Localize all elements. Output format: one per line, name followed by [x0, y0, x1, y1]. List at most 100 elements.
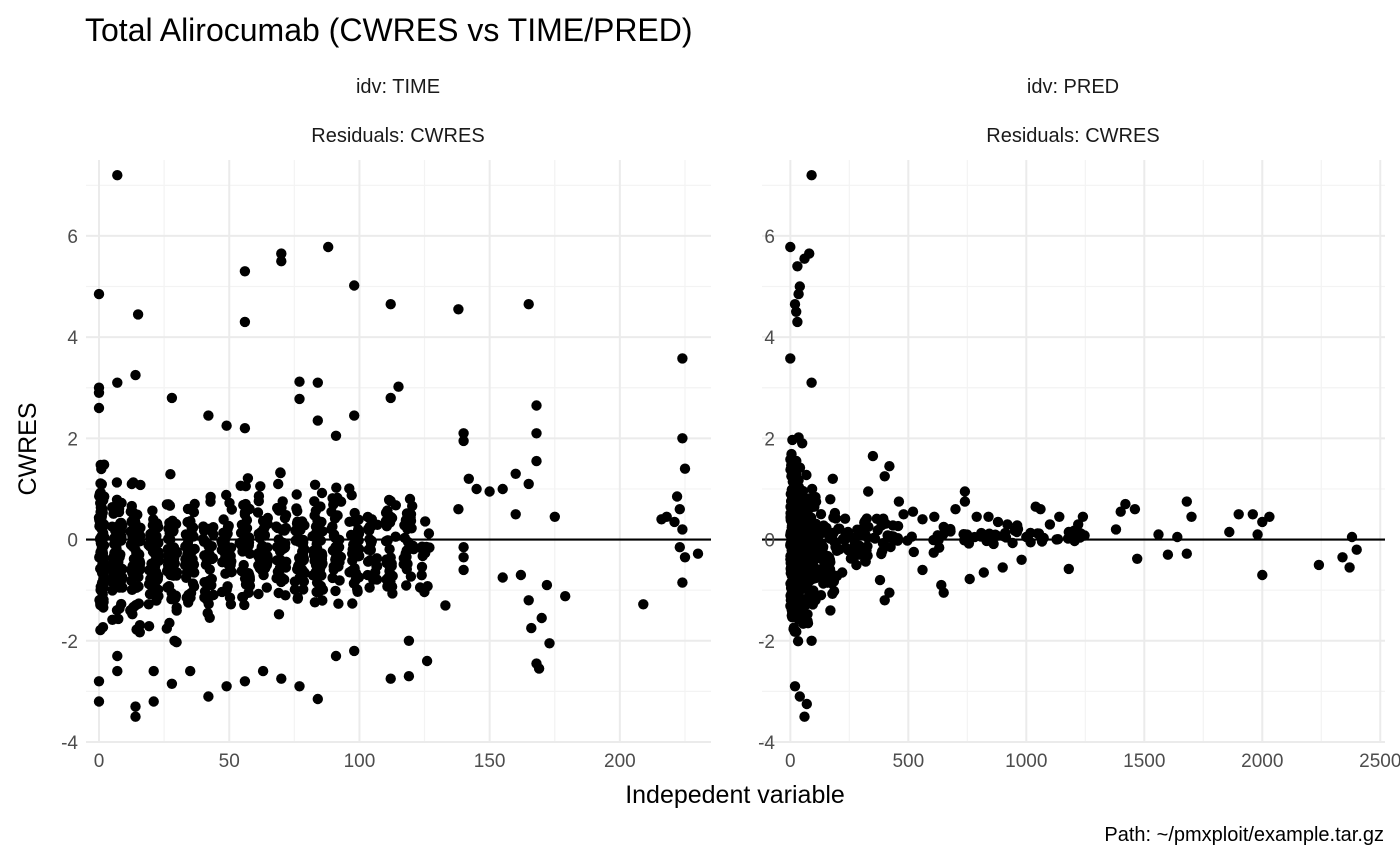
data-point — [1115, 506, 1126, 517]
data-point — [307, 531, 318, 542]
data-point — [317, 550, 328, 561]
data-point — [791, 306, 802, 317]
data-point — [362, 511, 373, 523]
data-point — [868, 532, 880, 543]
data-point — [222, 528, 233, 539]
data-point — [825, 494, 836, 505]
data-point — [833, 523, 844, 534]
data-point — [205, 491, 216, 503]
data-point — [161, 623, 172, 634]
data-point — [420, 516, 431, 527]
data-point — [253, 560, 264, 571]
data-point — [458, 552, 469, 563]
data-point — [93, 387, 105, 398]
data-point — [113, 506, 125, 518]
data-point — [1036, 536, 1048, 547]
data-point — [143, 621, 155, 632]
data-point — [793, 288, 804, 300]
data-point — [130, 701, 141, 712]
data-point — [851, 559, 862, 571]
data-point — [166, 678, 178, 689]
y-tick-label: 4 — [67, 328, 78, 349]
data-point — [1129, 504, 1141, 515]
data-point — [371, 561, 382, 572]
data-point — [292, 592, 304, 603]
x-tick-label: 0 — [785, 751, 796, 772]
data-point — [906, 531, 917, 542]
data-point — [294, 393, 305, 405]
data-point — [938, 521, 949, 533]
data-point — [208, 529, 219, 540]
data-point — [384, 544, 395, 555]
data-point — [150, 566, 162, 578]
data-point — [313, 587, 324, 598]
data-point — [328, 499, 339, 510]
y-tick-label: 6 — [764, 227, 775, 248]
data-point — [1264, 511, 1275, 522]
data-point — [1044, 519, 1056, 530]
data-point — [278, 543, 289, 554]
data-point — [128, 477, 139, 488]
data-point — [112, 665, 123, 677]
data-point — [112, 650, 123, 662]
data-point — [403, 671, 415, 682]
data-point — [638, 599, 649, 610]
data-point — [791, 572, 802, 583]
data-point — [380, 536, 392, 547]
data-point — [806, 377, 817, 388]
data-point — [352, 547, 363, 558]
data-point — [999, 527, 1011, 539]
data-point — [385, 299, 396, 310]
data-point — [221, 420, 232, 431]
data-point — [312, 693, 323, 705]
data-point — [813, 530, 825, 541]
data-point — [203, 598, 214, 610]
data-point — [1181, 496, 1193, 507]
data-point — [238, 559, 249, 571]
data-point — [147, 546, 159, 557]
data-point — [677, 433, 688, 444]
x-axis-title: Indepedent variable — [625, 781, 845, 809]
data-point — [126, 575, 137, 586]
data-point — [523, 478, 534, 490]
data-point — [239, 423, 251, 434]
data-point — [879, 471, 890, 482]
data-point — [421, 655, 433, 667]
x-tick-label: 500 — [892, 751, 924, 772]
data-point — [239, 509, 251, 520]
data-point — [252, 507, 264, 518]
data-point — [785, 241, 796, 253]
y-tick-label: 0 — [764, 531, 775, 552]
data-point — [96, 537, 108, 548]
data-point — [806, 574, 817, 585]
data-point — [333, 561, 344, 572]
data-point — [453, 504, 464, 515]
data-point — [387, 588, 398, 599]
data-point — [893, 496, 905, 507]
data-point — [254, 532, 265, 544]
data-point — [171, 546, 182, 557]
x-tick-label: 50 — [219, 751, 240, 772]
data-point — [1077, 511, 1089, 522]
data-point — [878, 513, 889, 524]
x-ticks-pred: 0 500 1000 1500 2000 2500 — [785, 751, 1400, 772]
data-point — [484, 486, 495, 497]
data-point — [317, 595, 328, 606]
data-point — [239, 676, 251, 687]
data-point — [971, 511, 982, 522]
data-point — [804, 248, 815, 259]
data-point — [198, 525, 210, 536]
data-point — [364, 582, 375, 593]
data-point — [801, 698, 812, 710]
data-point — [349, 645, 360, 657]
data-point — [96, 463, 107, 475]
data-point — [822, 577, 833, 588]
data-point — [463, 473, 474, 484]
data-point — [203, 691, 214, 702]
data-point — [789, 681, 801, 692]
data-point — [393, 381, 404, 392]
data-point — [1011, 526, 1023, 538]
data-point — [111, 605, 123, 616]
data-point — [225, 542, 237, 553]
data-point — [253, 588, 264, 600]
